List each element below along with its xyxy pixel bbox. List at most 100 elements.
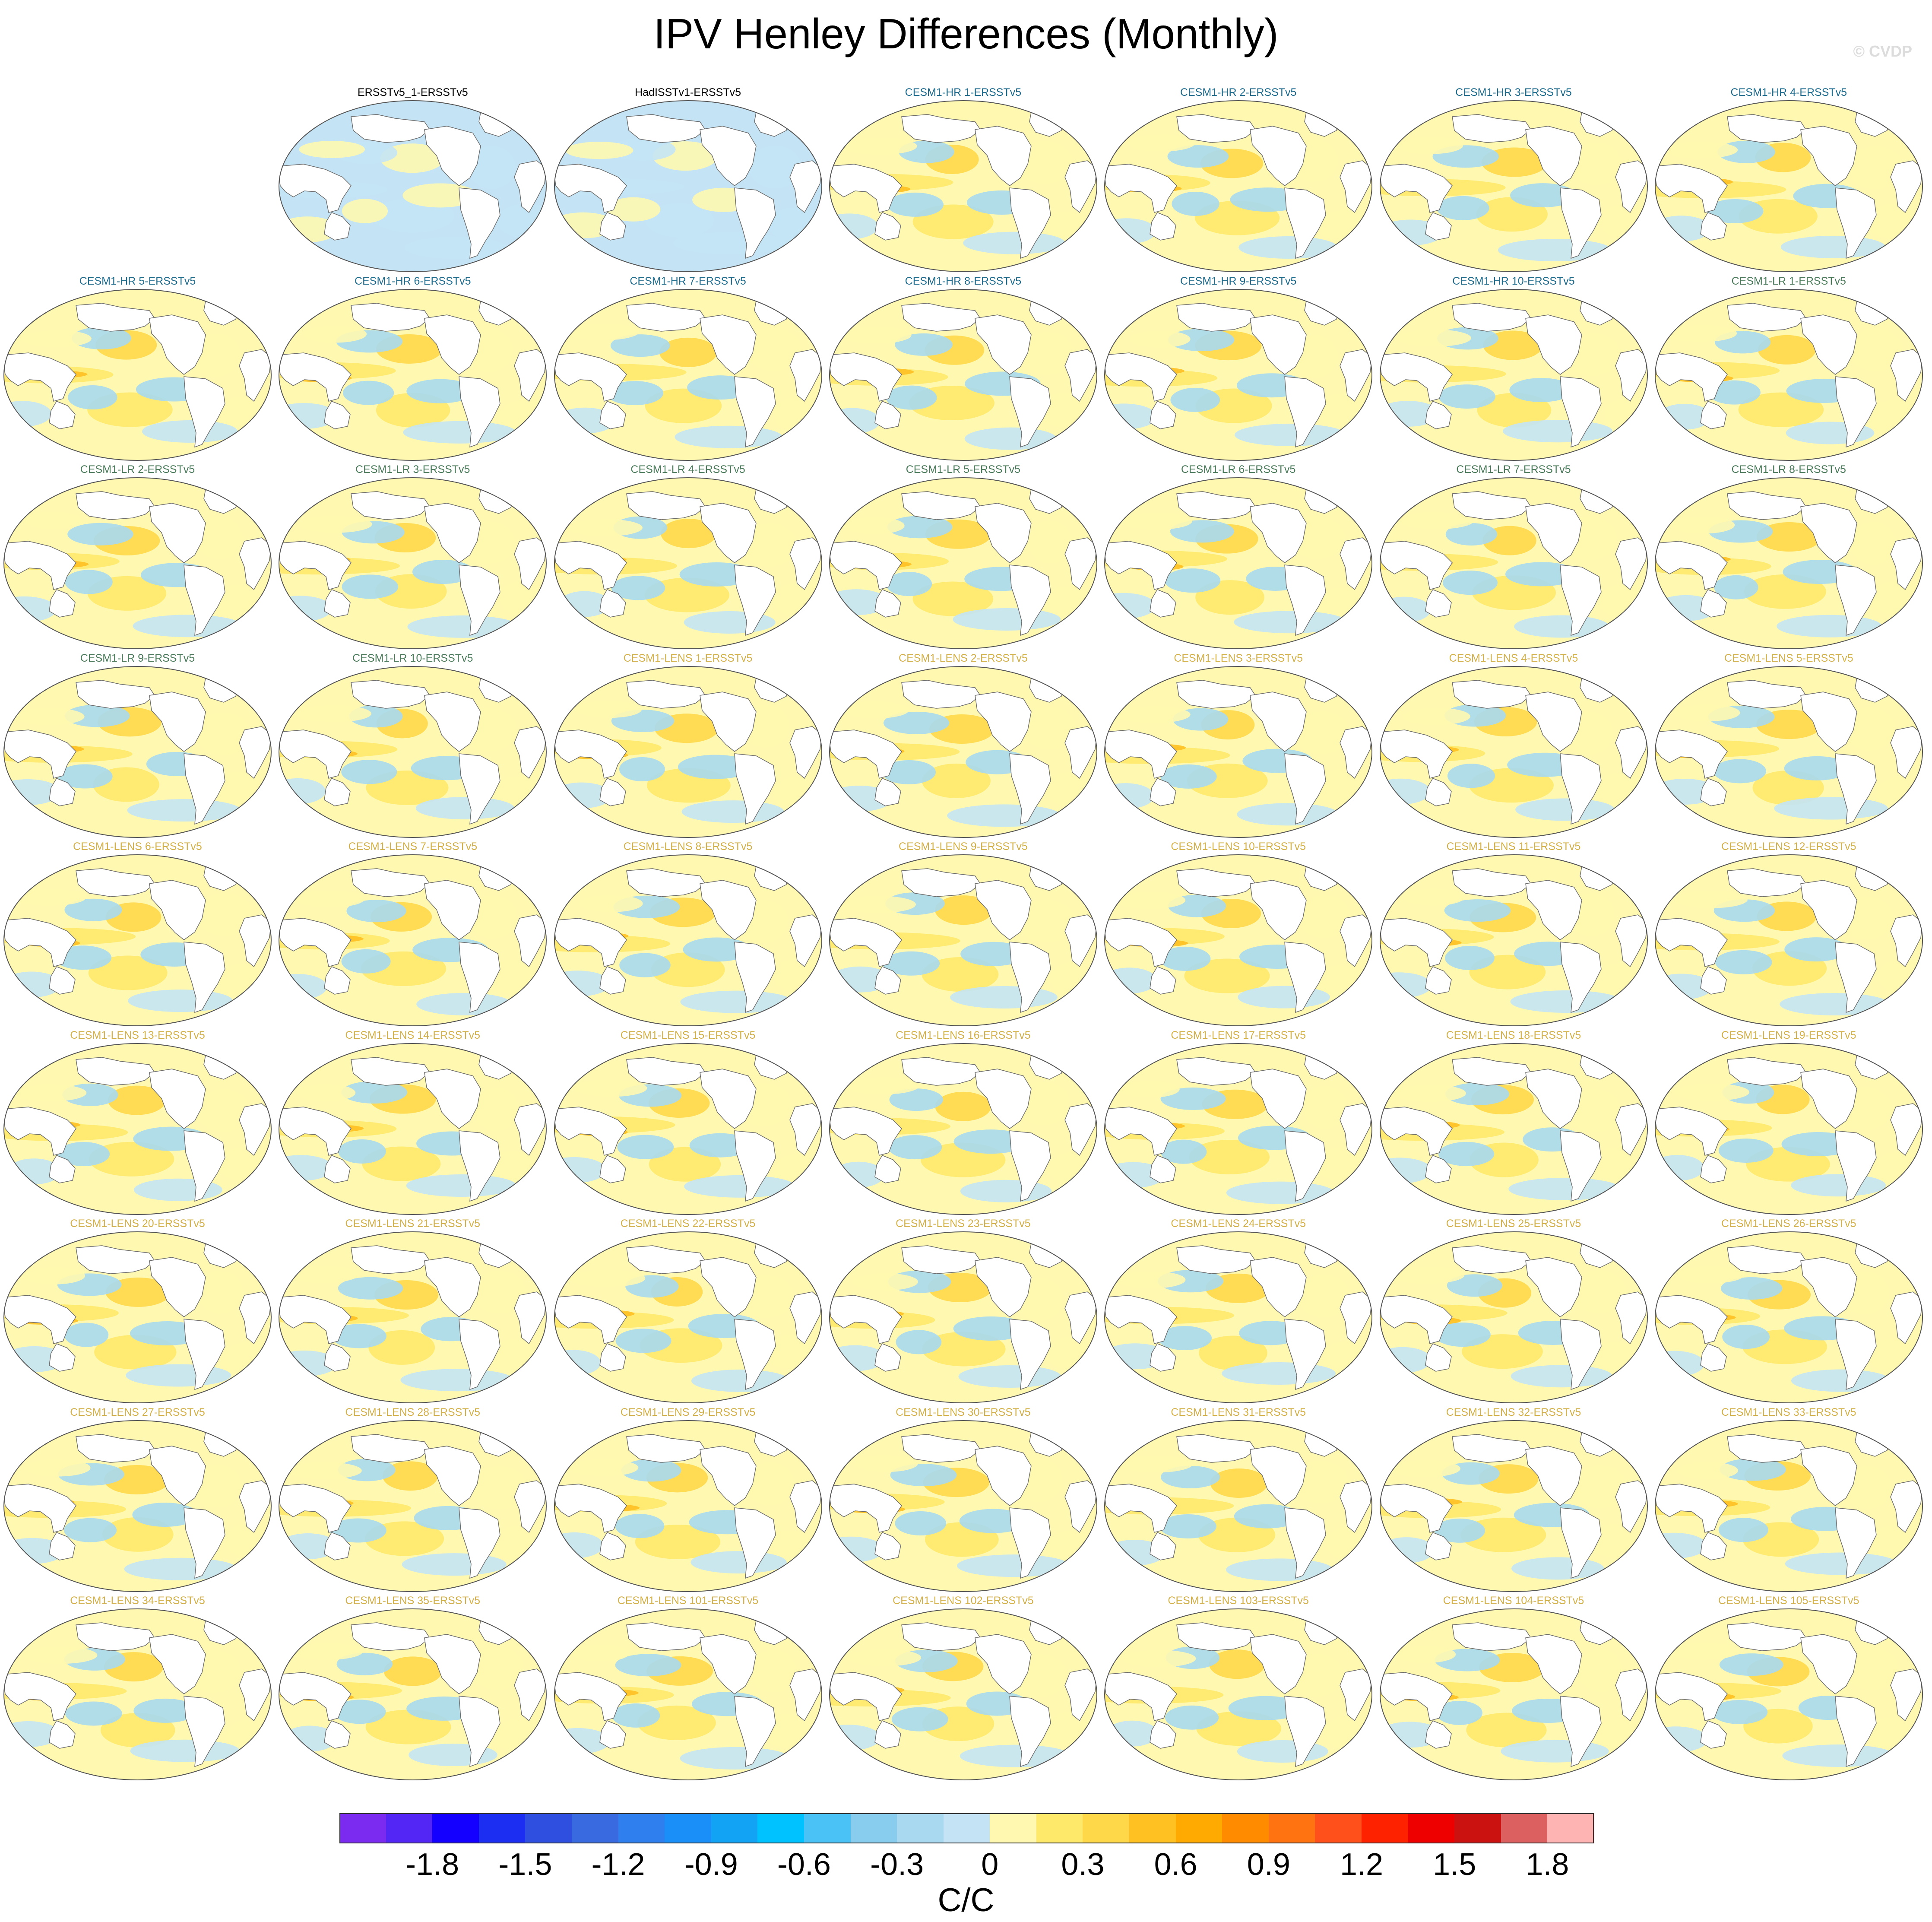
continent-outline (184, 1696, 225, 1767)
continent-outline (1834, 942, 1877, 1013)
continent-outline (1525, 503, 1582, 563)
anomaly-patch (1313, 769, 1365, 804)
continent-outline (1834, 1319, 1877, 1390)
continent-outline (599, 966, 626, 995)
anomaly-patch (960, 1744, 1071, 1767)
anomaly-patch (1756, 522, 1822, 552)
colorbar-units: C/C (937, 1882, 995, 1919)
continent-outline (1284, 376, 1326, 447)
map-plot (829, 666, 1097, 838)
map-border (829, 1608, 1097, 1780)
colorbar-swatch (1222, 1813, 1269, 1843)
continent-outline (626, 491, 706, 520)
anomaly-patch (912, 581, 994, 616)
continent-outline (1655, 352, 1728, 402)
continent-outline (459, 1696, 501, 1767)
anomaly-patch (406, 1174, 517, 1197)
map-plot (1379, 854, 1648, 1026)
continent-outline (554, 541, 627, 590)
continent-outline (1105, 1483, 1178, 1533)
continent-outline (1800, 1634, 1857, 1694)
anomaly-patch (1722, 1325, 1770, 1349)
continent-outline (76, 1056, 155, 1086)
continent-outline (76, 679, 155, 709)
colorbar-tick-label: -1.5 (498, 1847, 552, 1882)
continent-outline (184, 753, 225, 825)
continent-outline (1284, 942, 1326, 1013)
continent-outline (1559, 1507, 1602, 1579)
map-plot (554, 100, 822, 272)
panel-title: CESM1-LENS 6-ERSSTv5 (73, 840, 202, 853)
continent-outline (279, 1106, 352, 1156)
map-panel: CESM1-LENS 7-ERSSTv5 (275, 840, 550, 1029)
anomaly-patch (1114, 891, 1186, 909)
continent-outline (459, 1507, 501, 1579)
map-panel: CESM1-LENS 21-ERSSTv5 (275, 1218, 550, 1406)
anomaly-patch (1442, 571, 1498, 595)
colorbar-tick-label: -1.2 (591, 1847, 645, 1882)
colorbar-swatch (1454, 1813, 1501, 1843)
continent-outline (699, 1068, 757, 1129)
map-border (1104, 1231, 1373, 1403)
continent-outline (554, 918, 627, 967)
continent-outline (49, 589, 76, 618)
map-border (554, 1608, 822, 1780)
map-panel: ERSSTv5_1-ERSSTv5 (275, 86, 550, 275)
continent-outline (1380, 918, 1453, 967)
anomaly-patch (217, 1146, 271, 1181)
anomaly-patch (1718, 1138, 1774, 1163)
colorbar-tick-label: -0.6 (777, 1847, 831, 1882)
anomaly-patch (57, 764, 113, 789)
panel-title: CESM1-LR 2-ERSSTv5 (80, 463, 195, 476)
panel-title: CESM1-LR 9-ERSSTv5 (80, 652, 195, 664)
anomaly-patch (1160, 764, 1217, 789)
map-panel: CESM1-LENS 29-ERSSTv5 (551, 1406, 826, 1595)
colorbar-swatch (339, 1813, 386, 1843)
anomaly-patch (649, 1147, 721, 1182)
anomaly-patch (1402, 707, 1470, 725)
anomaly-patch (659, 337, 717, 367)
panel-title: CESM1-HR 6-ERSSTv5 (355, 275, 471, 287)
anomaly-patch (887, 516, 953, 539)
continent-outline (1009, 565, 1051, 636)
anomaly-patch (1158, 1326, 1212, 1351)
continent-outline (699, 1634, 757, 1694)
anomaly-patch (895, 333, 953, 356)
continent-outline (1451, 114, 1531, 143)
anomaly-patch (343, 381, 394, 405)
anomaly-patch (1226, 1181, 1335, 1204)
anomaly-patch (568, 1459, 638, 1476)
map-plot (829, 100, 1097, 272)
continent-outline (184, 376, 225, 447)
continent-outline (279, 352, 352, 402)
continent-outline (1150, 1154, 1177, 1183)
anomaly-patch (895, 1511, 947, 1535)
anomaly-patch (1674, 1083, 1749, 1101)
anomaly-patch (126, 1364, 231, 1387)
continent-outline (351, 1434, 431, 1463)
anomaly-patch (196, 712, 250, 755)
continent-outline (699, 880, 757, 940)
continent-outline (734, 565, 776, 636)
continent-outline (149, 1068, 206, 1129)
panel-title: CESM1-LENS 30-ERSSTv5 (896, 1406, 1031, 1418)
colorbar-swatch (525, 1813, 572, 1843)
colorbar-swatch (711, 1813, 758, 1843)
panel-title: CESM1-LENS 22-ERSSTv5 (620, 1218, 756, 1230)
continent-outline (975, 880, 1032, 940)
map-border (1104, 1420, 1373, 1592)
map-plot (829, 1043, 1097, 1215)
map-border (554, 666, 822, 838)
anomaly-patch (1447, 1274, 1502, 1297)
map-plot (3, 477, 272, 649)
anomaly-patch (839, 326, 912, 344)
panel-title: CESM1-LENS 101-ERSSTv5 (617, 1595, 759, 1607)
map-panel: CESM1-LENS 18-ERSSTv5 (1376, 1029, 1651, 1218)
anomaly-patch (1445, 523, 1497, 546)
map-plot (1654, 1231, 1923, 1403)
map-border (829, 1420, 1097, 1592)
map-panel: CESM1-LENS 4-ERSSTv5 (1376, 652, 1651, 840)
continent-outline (975, 126, 1032, 186)
continent-outline (1176, 1245, 1256, 1274)
anomaly-patch (303, 325, 367, 343)
